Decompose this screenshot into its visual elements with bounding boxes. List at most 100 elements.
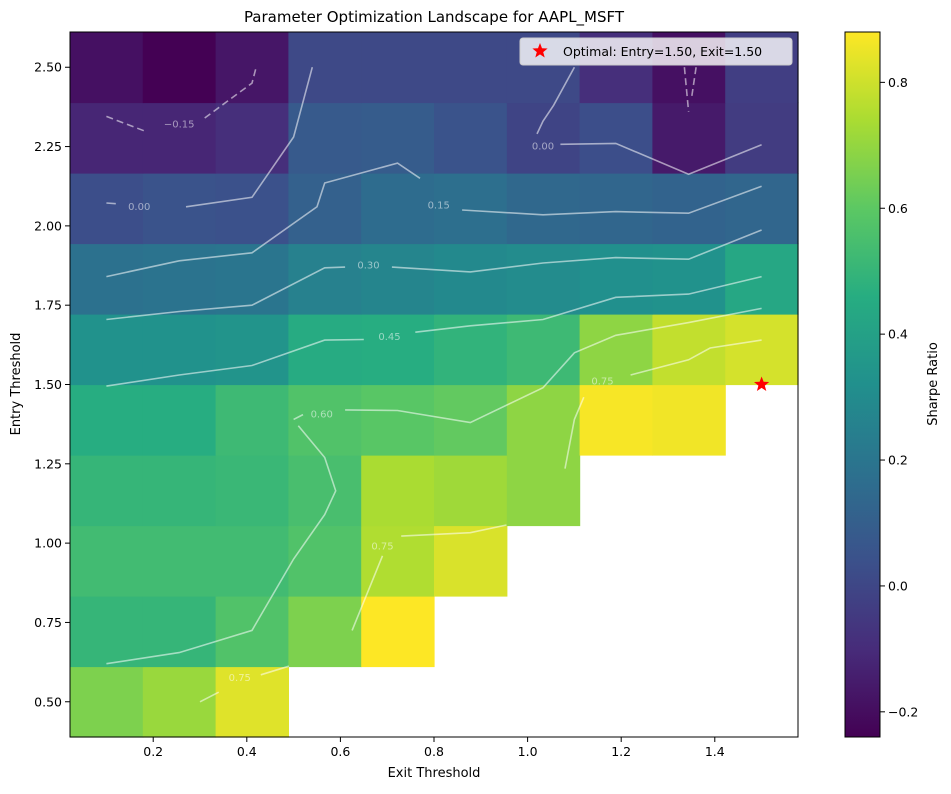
x-tick-label: 1.0 (518, 744, 538, 759)
heatmap-cell (215, 596, 289, 668)
heatmap-cell (361, 455, 435, 527)
heatmap-cell (361, 173, 435, 245)
heatmap-cell (70, 455, 144, 527)
contour-line (106, 425, 337, 665)
heatmap-cell (506, 384, 581, 456)
colorbar: −0.2 0.0 0.2 0.4 0.6 0.8 Sharpe Ratio (844, 31, 941, 738)
heatmap-cell (579, 102, 653, 174)
contour-line (415, 275, 762, 333)
heatmap-cell (434, 173, 508, 245)
heatmap-cell (288, 596, 362, 668)
heatmap-cell (506, 455, 581, 527)
heatmap-cell (579, 314, 653, 386)
heatmap-cell (652, 314, 726, 386)
x-tick-label: 0.4 (237, 744, 257, 759)
heatmap-cell (70, 666, 144, 738)
heatmap-cell (70, 384, 144, 456)
contour-line (683, 67, 690, 112)
y-tick-label: 1.50 (34, 377, 62, 392)
contour-line (106, 115, 145, 132)
contour-line (630, 339, 762, 376)
colorbar-tick-label: 0.6 (888, 201, 908, 216)
contour-line (260, 665, 290, 676)
heatmap-cell (288, 455, 362, 527)
heatmap-cell (361, 102, 435, 174)
heatmap-cell (434, 455, 508, 527)
contour-line (204, 66, 257, 119)
contour-line (106, 266, 346, 321)
y-tick-label: 2.50 (34, 60, 62, 75)
y-tick-label: 1.25 (34, 456, 62, 471)
heatmap-cell (215, 314, 289, 386)
optimal-point-marker (754, 376, 770, 391)
heatmap-cell (288, 314, 362, 386)
heatmap-cell (361, 384, 435, 456)
y-axis: 0.50 0.75 1.00 1.25 1.50 1.75 2.00 2.25 2.50 (34, 60, 70, 709)
heatmap-cell (506, 314, 581, 386)
contour-label: 0.15 (428, 200, 450, 211)
contour-line (293, 413, 304, 421)
contour-line (106, 162, 421, 278)
y-tick-label: 0.50 (34, 694, 62, 709)
contour-label: 0.00 (128, 202, 150, 213)
heatmap-cell (142, 596, 217, 668)
colorbar-tick-label: 0.0 (888, 578, 908, 593)
heatmap-cell (652, 243, 726, 315)
y-tick-label: 1.00 (34, 536, 62, 551)
heatmap-cell (579, 384, 653, 456)
optimal-point-layer (754, 376, 770, 391)
heatmap-cell (70, 314, 144, 386)
contour-label: 0.75 (371, 541, 393, 552)
colorbar-tick-label: −0.2 (888, 704, 918, 719)
heatmap-cell (434, 243, 508, 315)
heatmap-cell (725, 173, 799, 245)
heatmap-cell (506, 173, 581, 245)
heatmap-cell (142, 455, 217, 527)
heatmap-cell (434, 525, 508, 597)
colorbar-ticks: −0.2 0.0 0.2 0.4 0.6 0.8 (880, 75, 918, 719)
heatmap-cell (725, 102, 799, 174)
heatmap-cell (361, 243, 435, 315)
heatmap-cell (215, 32, 289, 104)
heatmap-cell (361, 525, 435, 597)
heatmap-cell (506, 102, 581, 174)
heatmap-cell (215, 384, 289, 456)
contour-label: 0.60 (311, 410, 333, 421)
contour-line (690, 67, 697, 100)
heatmap-cell (142, 525, 217, 597)
heatmap-cell (70, 32, 144, 104)
heatmap-cell (142, 32, 217, 104)
x-axis: 0.2 0.4 0.6 0.8 1.0 1.2 1.4 (143, 737, 725, 759)
contour-label: 0.00 (532, 142, 554, 153)
heatmap-cell (215, 102, 289, 174)
y-tick-label: 2.00 (34, 218, 62, 233)
heatmap-cell (288, 173, 362, 245)
x-tick-label: 0.2 (143, 744, 163, 759)
heatmap-cell (288, 102, 362, 174)
contour-line (536, 66, 576, 135)
heatmap-cell (142, 384, 217, 456)
heatmap-cell (652, 173, 726, 245)
contour-line (199, 691, 220, 703)
legend-star-marker (532, 43, 548, 58)
contour-label: 0.45 (378, 332, 400, 343)
contour-line (185, 66, 314, 208)
heatmap-cell (579, 173, 653, 245)
contour-labels: −0.15 0.00 0.00 0.15 0.30 0.45 0.60 0.75 0.75 0.7… (128, 119, 614, 684)
heatmap-cell (361, 32, 435, 104)
x-tick-label: 0.6 (330, 744, 350, 759)
legend-box (519, 37, 793, 66)
heatmap-cell (142, 666, 217, 738)
x-tick-label: 1.2 (611, 744, 631, 759)
heatmap-cell (725, 243, 799, 315)
heatmap-cell (361, 314, 435, 386)
heatmap-cell (579, 243, 653, 315)
heatmap-cell (142, 314, 217, 386)
colorbar-tick-label: 0.4 (888, 327, 908, 342)
heatmap-cell (288, 525, 362, 597)
colorbar-gradient (844, 31, 881, 738)
contour-line (106, 338, 364, 387)
heatmap-cell (70, 243, 144, 315)
heatmap-cell (288, 32, 362, 104)
